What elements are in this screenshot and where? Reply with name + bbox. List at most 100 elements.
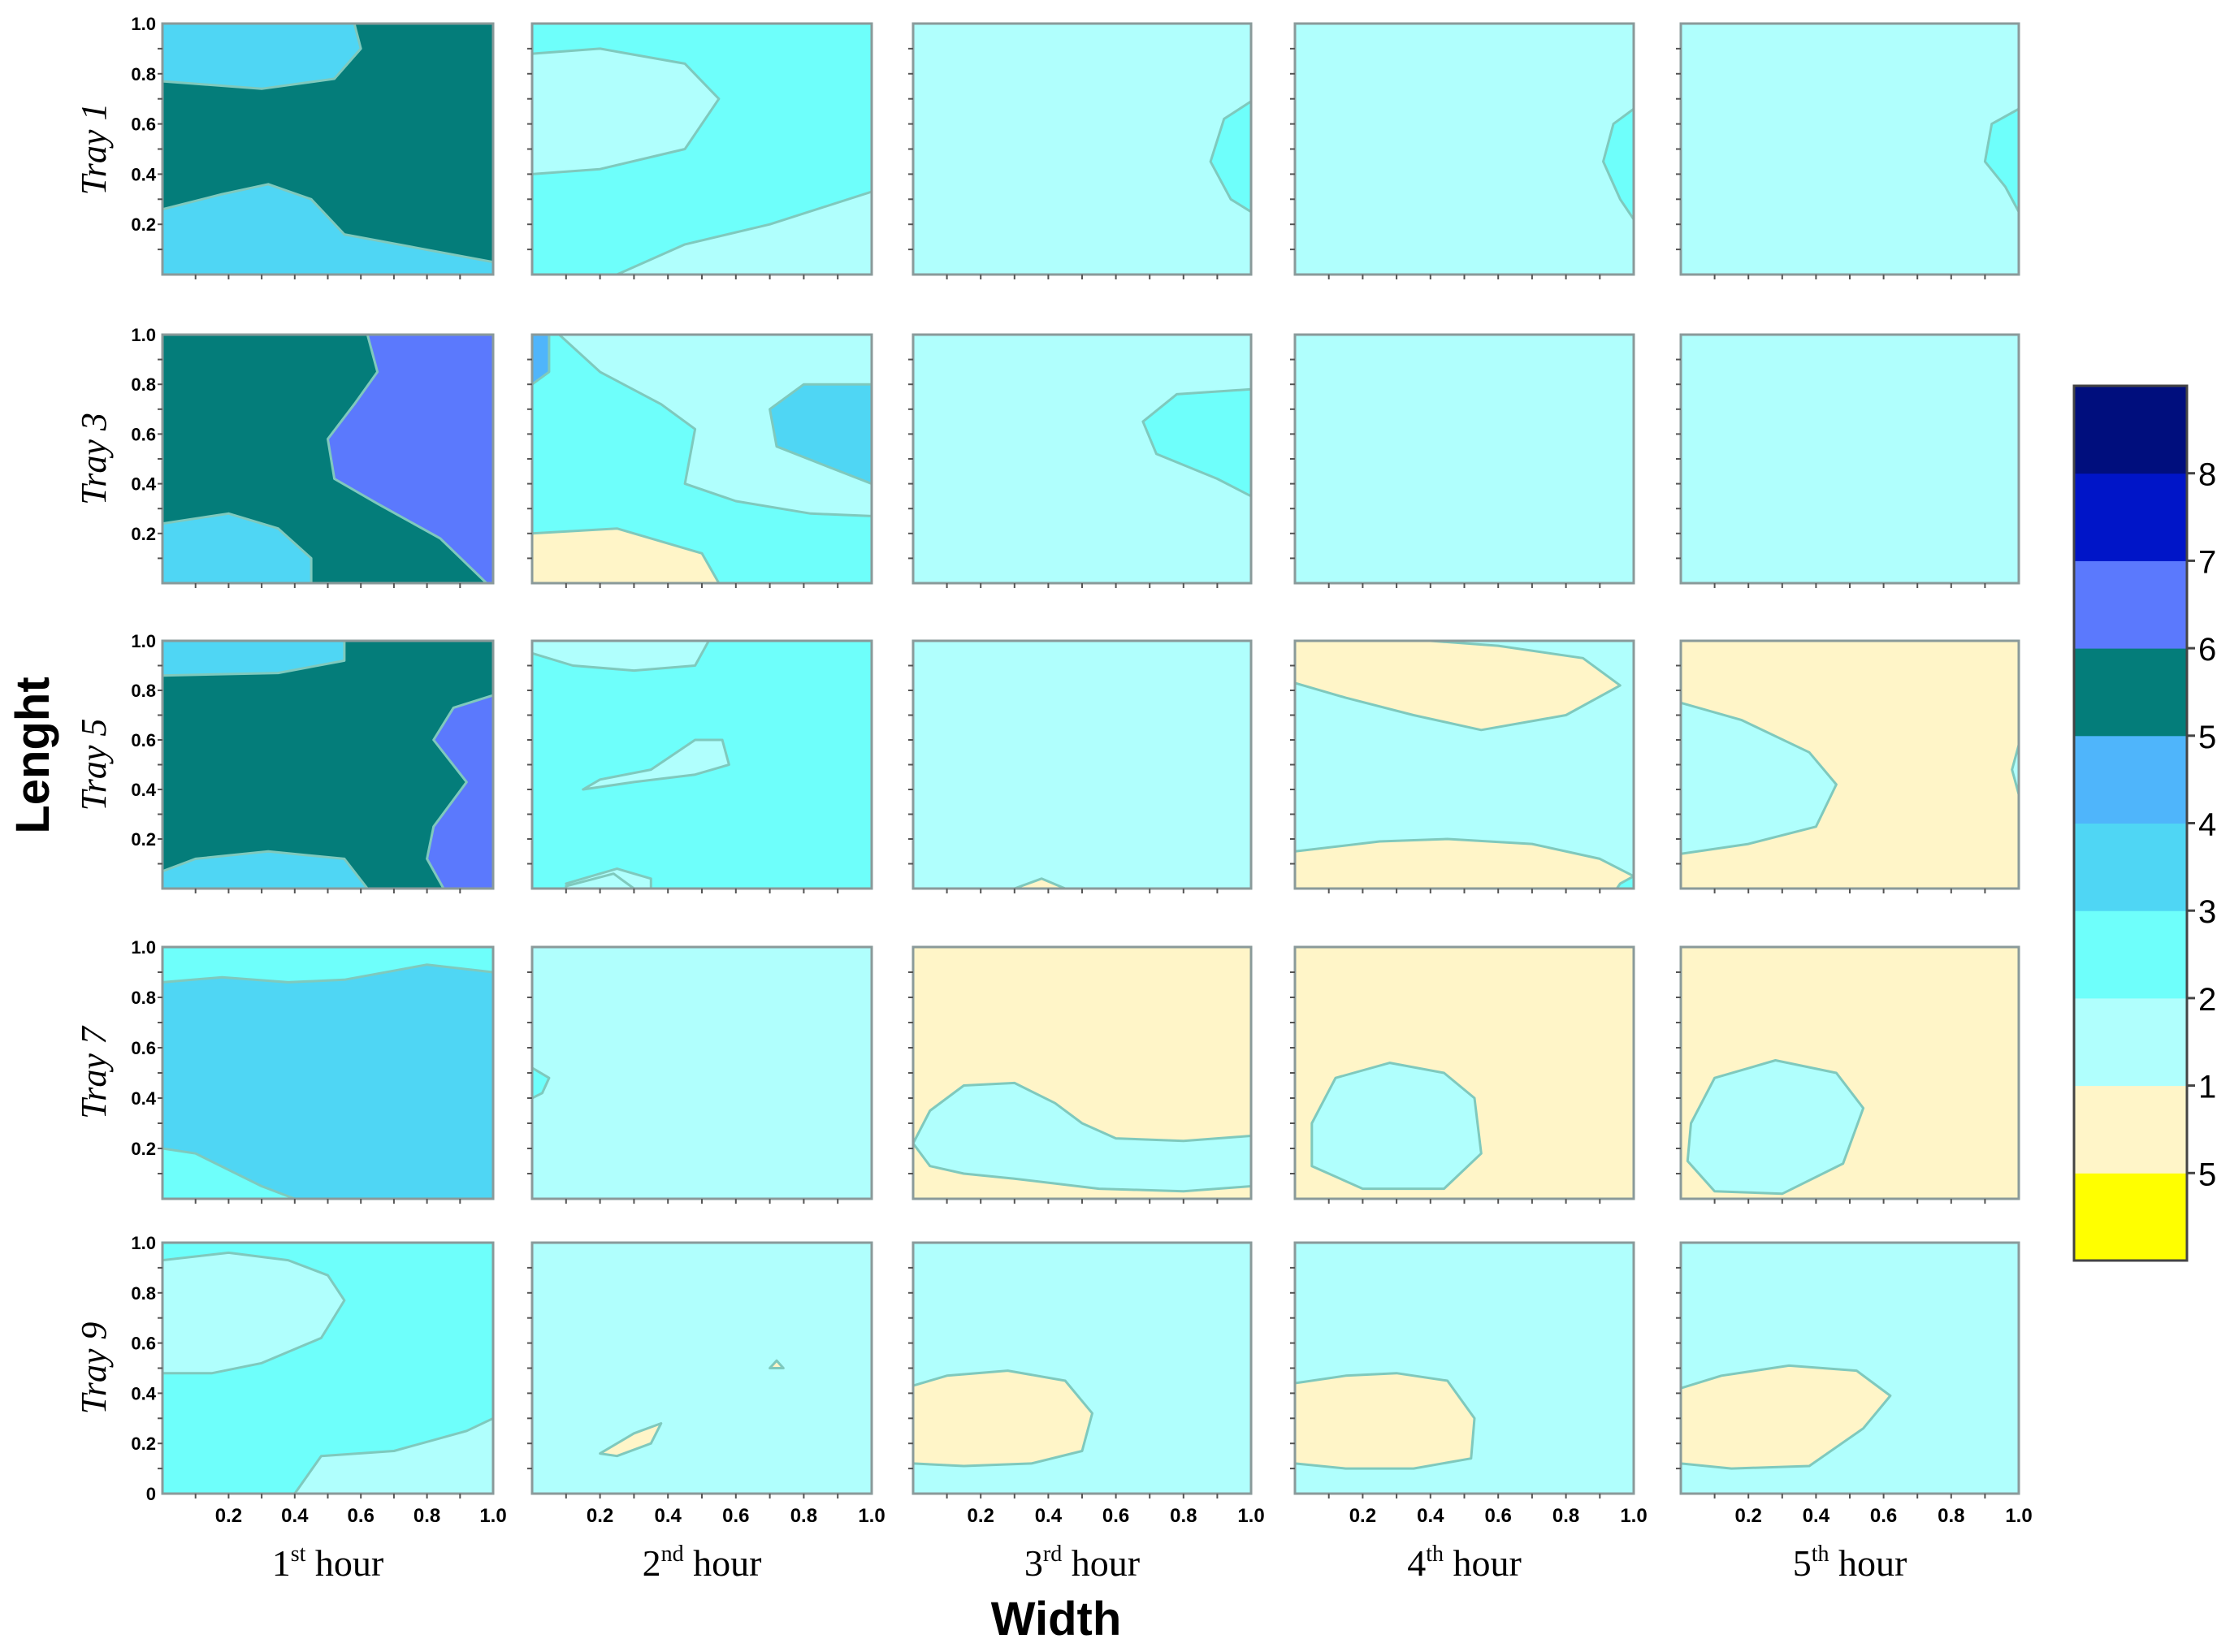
y-tick-label: 0.8: [131, 64, 156, 84]
contour-region: [1681, 701, 1838, 855]
x-tick-label: 0.2: [587, 1505, 613, 1527]
x-tick-label: 0.4: [1803, 1505, 1830, 1527]
x-tick-label: 0.8: [1552, 1505, 1579, 1527]
colorbar-swatch: [2074, 997, 2187, 1087]
contour-region: [1295, 837, 1634, 889]
contour-region: [162, 1147, 297, 1199]
x-tick-label: 0.4: [1417, 1505, 1444, 1527]
contour-region: [162, 641, 346, 677]
contour-region: [616, 190, 872, 275]
panel-tray-3-hour-4: [1290, 333, 1635, 588]
y-tick-label: 1.0: [131, 937, 156, 958]
contour-region: [327, 335, 493, 583]
x-tick-label: 0.2: [1735, 1505, 1762, 1527]
panel-tray-3-hour-1: [158, 333, 495, 588]
contour-region: [426, 694, 493, 889]
colorbar-swatch: [2074, 823, 2187, 911]
x-tick-label: 1.0: [1620, 1505, 1647, 1527]
panel-tray-9-hour-3: [908, 1241, 1253, 1498]
y-tick-label: 0.2: [131, 524, 156, 544]
y-tick-label: 1.0: [131, 325, 156, 345]
contour-region: [1686, 1059, 1865, 1196]
y-tick-label: 1.0: [131, 1233, 156, 1253]
contour-region: [1615, 875, 1634, 889]
panel-tray-7-hour-1: [158, 945, 495, 1204]
colorbar-swatch: [2074, 560, 2187, 649]
colorbar-tick-label: 85: [2198, 457, 2217, 493]
contour-region: [532, 1066, 551, 1100]
contour-region: [532, 641, 710, 672]
x-tick-label: 0.8: [414, 1505, 440, 1527]
colorbar-swatch: [2074, 648, 2187, 737]
panel-tray-9-hour-1: [158, 1241, 495, 1498]
panel-background: [162, 947, 493, 1199]
panel-background: [1681, 335, 2019, 583]
x-tick-label: 0.6: [1102, 1505, 1129, 1527]
colorbar-tick-label: 5: [2198, 1157, 2216, 1192]
contour-region: [162, 1251, 346, 1375]
x-tick-label: 0.2: [1349, 1505, 1376, 1527]
colorbar: 5 15 25 35 45 55 65 75 85: [2072, 384, 2217, 1262]
x-tick-label: 1.0: [858, 1505, 885, 1527]
y-tick-label: 0.4: [131, 780, 156, 800]
y-tick-label: 0.8: [131, 1283, 156, 1304]
x-tick-label: 0.2: [215, 1505, 242, 1527]
x-tick-label: 0.4: [281, 1505, 309, 1527]
x-tick-label: 0.6: [348, 1505, 375, 1527]
colorbar-tick-label: 45: [2198, 807, 2217, 843]
panel-tray-5-hour-1: [158, 639, 495, 893]
colorbar-tick-label: 15: [2198, 1070, 2217, 1105]
panel-background: [913, 641, 1251, 889]
y-tick-label: 0.2: [131, 829, 156, 850]
x-tick-label: 0.6: [722, 1505, 749, 1527]
row-label: Tray 3: [74, 413, 114, 505]
x-tick-label: 1.0: [2005, 1505, 2032, 1527]
colorbar-tick-label: 25: [2198, 982, 2217, 1018]
contour-region: [913, 1081, 1251, 1193]
y-tick-label: 0.4: [131, 164, 156, 184]
contour-region: [1295, 641, 1622, 732]
y-tick-label: 0.8: [131, 988, 156, 1008]
panel-tray-7-hour-4: [1290, 945, 1635, 1204]
panel-tray-3-hour-5: [1676, 333, 2020, 588]
y-tick-label: 0.8: [131, 681, 156, 701]
panel-tray-1-hour-3: [908, 22, 1253, 279]
contour-region: [293, 1416, 493, 1494]
x-axis-title: Width: [991, 1593, 1122, 1646]
colorbar-tick-label: 55: [2198, 720, 2217, 755]
contour-region: [162, 183, 493, 275]
x-tick-label: 0.6: [1870, 1505, 1897, 1527]
panel-background: [532, 1243, 872, 1494]
panel-tray-7-hour-3: [908, 945, 1253, 1204]
contour-region: [162, 850, 369, 889]
panel-tray-9-hour-5: [1676, 1241, 2020, 1498]
y-tick-label: 0.6: [131, 115, 156, 135]
contour-region: [162, 512, 313, 583]
colorbar-swatch: [2074, 910, 2187, 999]
contour-region: [1310, 1062, 1483, 1191]
contour-region: [1983, 107, 2019, 214]
panel-tray-5-hour-3: [908, 639, 1253, 893]
contour-region: [557, 335, 872, 517]
contour-region: [1209, 100, 1251, 214]
contour-region: [582, 738, 730, 791]
contour-region: [599, 1422, 663, 1458]
contour-region: [1013, 877, 1067, 889]
panel-tray-5-hour-5: [1676, 639, 2020, 893]
colorbar-swatch: [2074, 473, 2187, 561]
panel-tray-3-hour-3: [908, 333, 1253, 588]
x-tick-label: 0.6: [1485, 1505, 1512, 1527]
row-label: Tray 5: [74, 719, 114, 811]
panel-background: [1681, 24, 2019, 275]
y-tick-label: 0.4: [131, 1383, 156, 1403]
y-tick-label: 0.2: [131, 1139, 156, 1159]
contour-region: [1602, 107, 1634, 221]
column-label: 2nd hour: [643, 1542, 762, 1584]
contour-region: [1141, 387, 1251, 498]
panel-tray-7-hour-2: [527, 945, 873, 1204]
panel-tray-1-hour-5: [1676, 22, 2020, 279]
contour-region: [532, 47, 721, 175]
y-tick-label: 0.6: [131, 730, 156, 750]
panel-tray-1-hour-1: [158, 22, 495, 279]
